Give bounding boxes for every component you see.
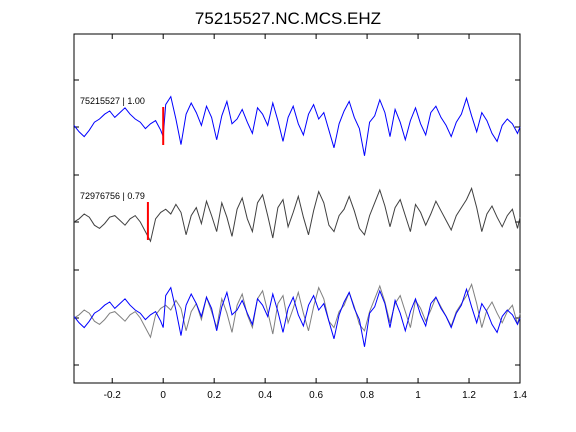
x-tick-label: 0.6 xyxy=(309,390,323,401)
chart-title: 75215527.NC.MCS.EHZ xyxy=(195,9,381,28)
traces xyxy=(73,95,521,347)
trace-label: 75215527 | 1.00 xyxy=(80,96,145,106)
x-tick-label: 1 xyxy=(415,390,421,401)
x-tick-label: 1.2 xyxy=(462,390,476,401)
overlay-waveform xyxy=(73,286,521,347)
x-axis: -0.2 0 0.2 0.4 0.6 0.8 1 1.2 1.4 xyxy=(104,34,527,401)
trace-labels: 75215527 | 1.00 72976756 | 0.79 xyxy=(80,96,145,201)
x-tick-label: -0.2 xyxy=(104,390,122,401)
x-tick-label: 1.4 xyxy=(513,390,527,401)
x-tick-label: 0.2 xyxy=(207,390,221,401)
trace-label: 72976756 | 0.79 xyxy=(80,191,145,201)
x-tick-label: 0.8 xyxy=(360,390,374,401)
x-tick-label: 0 xyxy=(160,390,166,401)
x-tick-label: 0.4 xyxy=(258,390,272,401)
trace-waveform xyxy=(73,95,521,156)
plot-frame xyxy=(73,33,521,384)
